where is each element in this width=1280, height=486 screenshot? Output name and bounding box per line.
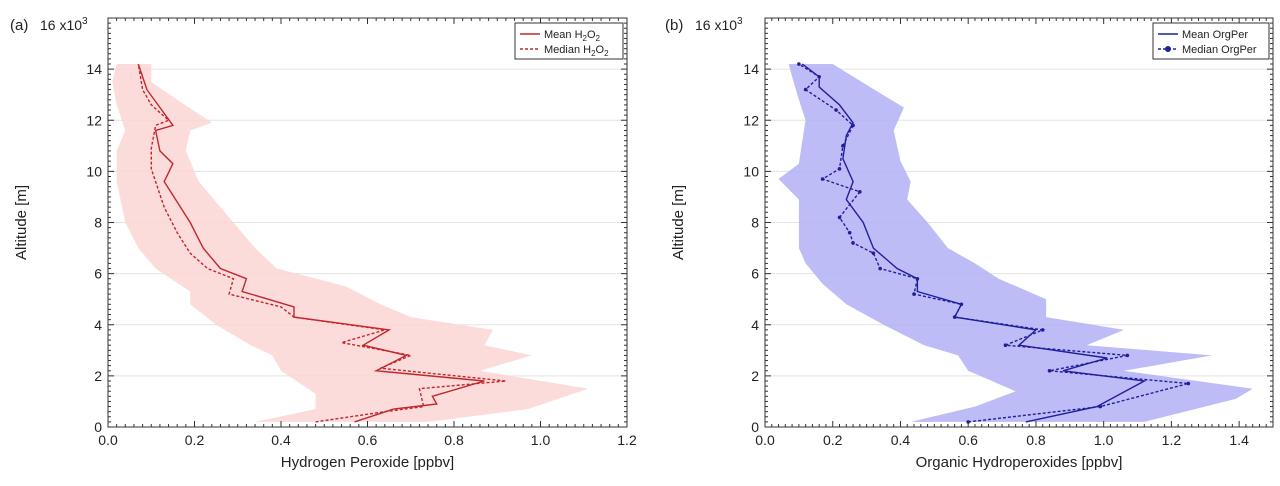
y-axis-title: Altitude [m] <box>670 185 687 260</box>
median-point <box>834 108 838 112</box>
legend-text-part: O <box>587 29 596 41</box>
x-tick-label: 0.4 <box>891 432 911 448</box>
panel-label: (b) <box>665 17 683 34</box>
x-tick-label: 1.0 <box>531 432 551 448</box>
median-point <box>803 87 808 92</box>
y-tick-label: 8 <box>94 215 102 231</box>
x-tick-label: 0.4 <box>271 432 291 448</box>
panel-label: (a) <box>10 17 28 34</box>
y-tick-label: 10 <box>743 163 759 179</box>
x-axis-title: Hydrogen Peroxide [ppbv] <box>281 454 454 471</box>
x-tick-label: 1.2 <box>1162 432 1182 448</box>
y-tick-label: 2 <box>751 368 759 384</box>
y-multiplier-label: 16 x103 <box>40 16 88 33</box>
x-tick-label: 1.0 <box>1094 432 1114 448</box>
x-tick-label: 0.0 <box>755 432 775 448</box>
x-axis-title: Organic Hydroperoxides [ppbv] <box>916 454 1123 471</box>
x-tick-label: 0.2 <box>823 432 843 448</box>
median-point <box>1040 328 1045 332</box>
median-point <box>1125 353 1130 358</box>
x-tick-label: 1.2 <box>617 432 637 448</box>
y-tick-label: 12 <box>86 112 102 128</box>
median-point <box>851 241 855 245</box>
median-point <box>837 215 842 220</box>
median-point <box>837 167 842 171</box>
median-point <box>878 266 882 271</box>
y-tick-label: 10 <box>86 163 102 179</box>
mean-series-line <box>137 63 485 423</box>
range-band <box>778 64 1253 422</box>
legend-subscript: 2 <box>604 49 609 58</box>
x-tick-label: 0.0 <box>98 432 118 448</box>
y-multiplier-label: 16 x103 <box>695 16 743 33</box>
y-tick-label: 2 <box>94 368 102 384</box>
median-point <box>952 315 957 319</box>
legend-label: Mean OrgPer <box>1182 29 1248 41</box>
y-tick-label: 8 <box>751 215 759 231</box>
median-point <box>841 144 845 148</box>
legend-text-part: O <box>596 44 605 56</box>
range-band <box>112 64 589 422</box>
legend-subscript: 2 <box>583 34 588 43</box>
x-tick-label: 0.8 <box>444 432 464 448</box>
legend-box <box>1152 22 1270 60</box>
x-tick-label: 1.4 <box>1229 432 1249 448</box>
median-point <box>858 190 862 194</box>
legend-label: Median H2O2 <box>544 44 609 58</box>
median-point <box>820 177 825 181</box>
x-tick-label: 0.2 <box>185 432 205 448</box>
chart-panel-a: 0.0 0.2 0.4 0.6 0.8 1.0 1.2 0 2 4 6 8 10 12 14 16 x103 (… <box>10 16 637 471</box>
median-point <box>912 292 916 296</box>
y-tick-label: 14 <box>86 61 102 77</box>
median-series-line <box>137 63 506 423</box>
median-point <box>1003 343 1008 348</box>
legend-subscript: 2 <box>596 34 601 43</box>
y-tick-label: 0 <box>751 419 759 435</box>
legend-label: Median OrgPer <box>1182 44 1257 56</box>
x-tick-label: 0.8 <box>1026 432 1046 448</box>
y-tick-label: 6 <box>751 266 759 282</box>
y-tick-label: 6 <box>94 266 102 282</box>
x-tick-label: 0.6 <box>958 432 978 448</box>
median-point <box>915 276 920 281</box>
median-point <box>797 62 801 66</box>
median-point <box>1098 404 1103 409</box>
median-point <box>851 123 855 128</box>
median-point <box>817 74 821 79</box>
y-multiplier-exponent: 3 <box>737 16 743 27</box>
legend-marker <box>1165 46 1171 52</box>
y-tick-label: 12 <box>743 112 759 128</box>
y-tick-label: 14 <box>743 61 759 77</box>
median-point <box>1047 368 1052 373</box>
y-tick-label: 0 <box>94 419 102 435</box>
median-point <box>871 251 876 255</box>
legend-label: Mean H2O2 <box>544 29 601 43</box>
median-point <box>1186 381 1191 386</box>
y-axis-title: Altitude [m] <box>13 185 30 260</box>
chart-panel-b: 0.0 0.2 0.4 0.6 0.8 1.0 1.2 1.4 0 2 4 6 8 10 12 14 16 x1… <box>665 16 1274 471</box>
median-point <box>959 302 964 307</box>
y-multiplier-exponent: 3 <box>82 16 88 27</box>
legend-box <box>514 22 624 60</box>
y-tick-label: 4 <box>751 317 759 333</box>
x-tick-label: 0.6 <box>358 432 378 448</box>
y-tick-label: 4 <box>94 317 102 333</box>
legend-subscript: 2 <box>591 49 596 58</box>
median-point <box>847 230 852 235</box>
